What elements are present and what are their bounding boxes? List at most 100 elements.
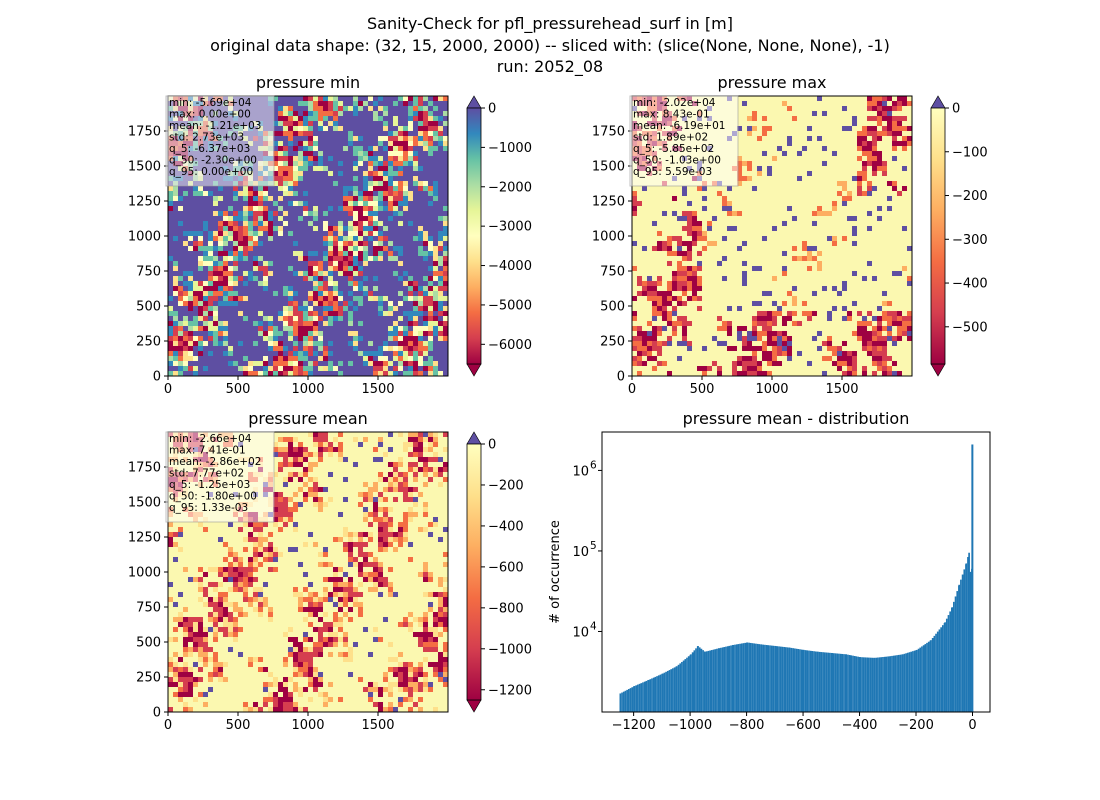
heatmap-cell — [323, 106, 328, 111]
heatmap-cell — [178, 622, 183, 627]
histogram-bar — [647, 679, 650, 712]
heatmap-cell — [358, 602, 363, 607]
heatmap-cell — [283, 306, 288, 311]
heatmap-cell — [373, 251, 378, 256]
heatmap-cell — [178, 296, 183, 301]
heatmap-cell — [313, 497, 318, 502]
heatmap-cell — [807, 126, 812, 131]
heatmap-cell — [418, 331, 423, 336]
heatmap-cell — [862, 316, 867, 321]
heatmap-cell — [857, 171, 862, 176]
heatmap-cell — [413, 311, 418, 316]
heatmap-cell — [293, 251, 298, 256]
heatmap-cell — [822, 356, 827, 361]
histogram-bar — [912, 651, 914, 712]
histogram-bar — [725, 646, 727, 712]
histogram-bar — [635, 685, 638, 712]
histogram-bar — [746, 642, 749, 712]
heatmap-cell — [208, 251, 213, 256]
heatmap-cell — [657, 351, 662, 356]
x-tick-label: 1000 — [291, 718, 324, 733]
heatmap-cell — [233, 607, 238, 612]
heatmap-cell — [208, 231, 213, 236]
heatmap-cell — [283, 346, 288, 351]
heatmap-cell — [203, 306, 208, 311]
heatmap-cell — [298, 652, 303, 657]
heatmap-cell — [183, 356, 188, 361]
heatmap-cell — [318, 346, 323, 351]
heatmap-cell — [428, 111, 433, 116]
heatmap-cell — [358, 547, 363, 552]
heatmap-cell — [278, 346, 283, 351]
histogram-bar — [843, 654, 845, 712]
heatmap-cell — [667, 261, 672, 266]
heatmap-cell — [842, 106, 847, 111]
heatmap-cell — [173, 276, 178, 281]
heatmap-cell — [398, 246, 403, 251]
heatmap-cell — [433, 371, 438, 376]
x-tick-label: 1000 — [755, 382, 788, 397]
heatmap-cell — [702, 346, 707, 351]
heatmap-cell — [712, 336, 717, 341]
heatmap-cell — [228, 236, 233, 241]
heatmap-cell — [747, 356, 752, 361]
heatmap-cell — [203, 647, 208, 652]
heatmap-cell — [408, 662, 413, 667]
heatmap-cell — [872, 126, 877, 131]
histogram-bar — [776, 646, 779, 712]
heatmap-cell — [208, 582, 213, 587]
heatmap-cell — [398, 687, 403, 692]
histogram-bar — [666, 670, 669, 712]
heatmap-cell — [682, 211, 687, 216]
heatmap-cell — [418, 141, 423, 146]
histogram-bar — [887, 656, 890, 712]
heatmap-cell — [173, 662, 178, 667]
heatmap-cell — [373, 371, 378, 376]
heatmap-cell — [238, 567, 243, 572]
heatmap-cell — [882, 361, 887, 366]
heatmap-cell — [268, 216, 273, 221]
heatmap-cell — [183, 687, 188, 692]
heatmap-cell — [303, 632, 308, 637]
heatmap-cell — [223, 231, 228, 236]
heatmap-cell — [373, 161, 378, 166]
heatmap-cell — [343, 246, 348, 251]
heatmap-cell — [438, 236, 443, 241]
heatmap-cell — [353, 331, 358, 336]
heatmap-cell — [782, 266, 787, 271]
heatmap-cell — [423, 251, 428, 256]
histogram-bar — [762, 644, 765, 712]
heatmap-cell — [253, 707, 258, 712]
heatmap-cell — [213, 201, 218, 206]
histogram-bar — [897, 654, 900, 712]
heatmap-cell — [268, 331, 273, 336]
heatmap-cell — [423, 141, 428, 146]
heatmap-cell — [443, 647, 448, 652]
heatmap-cell — [867, 261, 872, 266]
heatmap-cell — [168, 336, 173, 341]
heatmap-cell — [213, 321, 218, 326]
heatmap-cell — [273, 682, 278, 687]
heatmap-cell — [363, 171, 368, 176]
heatmap-cell — [443, 652, 448, 657]
heatmap-cell — [433, 331, 438, 336]
heatmap-cell — [842, 181, 847, 186]
heatmap-cell — [173, 361, 178, 366]
heatmap-cell — [223, 216, 228, 221]
heatmap-cell — [273, 547, 278, 552]
heatmap-cell — [318, 366, 323, 371]
heatmap-cell — [313, 226, 318, 231]
heatmap-cell — [887, 356, 892, 361]
colorbar-gradient — [466, 443, 482, 701]
heatmap-cell — [697, 296, 702, 301]
heatmap-cell — [832, 201, 837, 206]
heatmap-cell — [408, 126, 413, 131]
heatmap-cell — [722, 236, 727, 241]
heatmap-cell — [328, 266, 333, 271]
heatmap-cell — [428, 241, 433, 246]
heatmap-cell — [328, 156, 333, 161]
heatmap-cell — [433, 251, 438, 256]
heatmap-cell — [802, 246, 807, 251]
heatmap-cell — [183, 667, 188, 672]
heatmap-cell — [872, 346, 877, 351]
